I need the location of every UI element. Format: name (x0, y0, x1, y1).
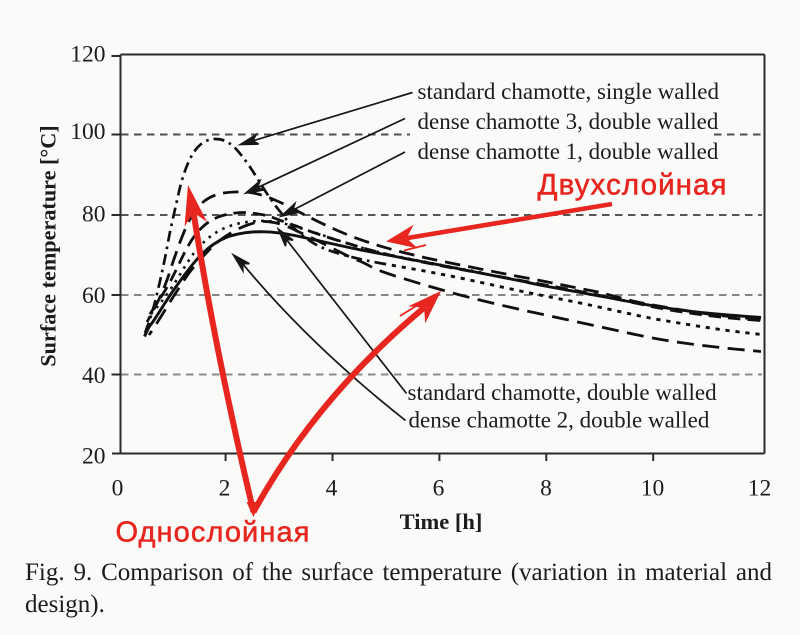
svg-text:10: 10 (641, 476, 665, 502)
svg-text:8: 8 (540, 476, 552, 502)
svg-text:80: 80 (82, 202, 106, 228)
svg-text:dense chamotte 1, double walle: dense chamotte 1, double walled (418, 139, 719, 164)
svg-text:2: 2 (219, 476, 231, 502)
svg-text:120: 120 (70, 42, 105, 68)
svg-text:Однослойная: Однослойная (116, 517, 311, 549)
svg-text:dense chamotte 3, double walle: dense chamotte 3, double walled (418, 109, 719, 134)
svg-text:6: 6 (433, 476, 445, 502)
svg-text:Time [h]: Time [h] (400, 509, 483, 534)
svg-text:dense chamotte 2, double walle: dense chamotte 2, double walled (409, 408, 710, 433)
svg-text:standard chamotte, single wall: standard chamotte, single walled (418, 79, 720, 104)
svg-text:100: 100 (70, 119, 105, 145)
svg-text:20: 20 (82, 444, 106, 470)
svg-text:Surface temperature [°C]: Surface temperature [°C] (36, 125, 61, 366)
svg-text:40: 40 (82, 363, 106, 389)
svg-text:Двухслойная: Двухслойная (538, 169, 728, 202)
svg-text:4: 4 (326, 476, 338, 502)
svg-text:0: 0 (112, 476, 124, 502)
svg-text:60: 60 (82, 283, 106, 309)
svg-text:standard chamotte, double wall: standard chamotte, double walled (408, 380, 718, 405)
svg-text:12: 12 (748, 476, 772, 502)
